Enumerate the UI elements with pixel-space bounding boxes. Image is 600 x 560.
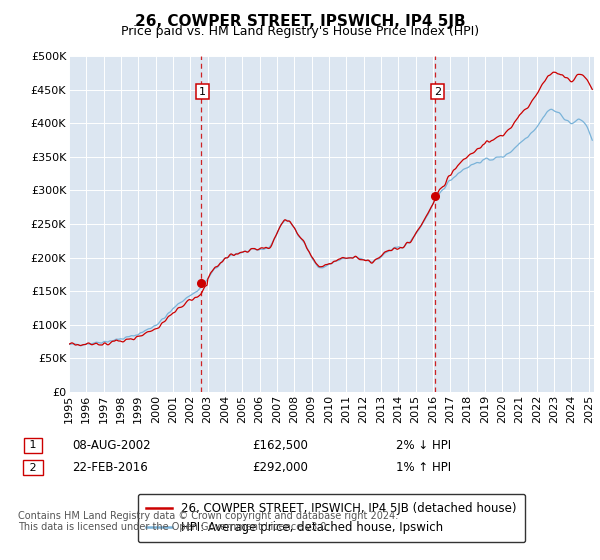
Text: 1: 1 xyxy=(199,87,206,97)
Text: 2% ↓ HPI: 2% ↓ HPI xyxy=(396,438,451,452)
Text: 2: 2 xyxy=(434,87,441,97)
Text: 2: 2 xyxy=(26,463,40,473)
Text: £162,500: £162,500 xyxy=(252,438,308,452)
Text: £292,000: £292,000 xyxy=(252,461,308,474)
Text: 1: 1 xyxy=(26,440,40,450)
Legend: 26, COWPER STREET, IPSWICH, IP4 5JB (detached house), HPI: Average price, detach: 26, COWPER STREET, IPSWICH, IP4 5JB (det… xyxy=(138,494,525,542)
Text: 22-FEB-2016: 22-FEB-2016 xyxy=(72,461,148,474)
Text: 1% ↑ HPI: 1% ↑ HPI xyxy=(396,461,451,474)
Text: 08-AUG-2002: 08-AUG-2002 xyxy=(72,438,151,452)
Text: Contains HM Land Registry data © Crown copyright and database right 2024.
This d: Contains HM Land Registry data © Crown c… xyxy=(18,511,398,533)
Text: 26, COWPER STREET, IPSWICH, IP4 5JB: 26, COWPER STREET, IPSWICH, IP4 5JB xyxy=(134,14,466,29)
Text: Price paid vs. HM Land Registry's House Price Index (HPI): Price paid vs. HM Land Registry's House … xyxy=(121,25,479,38)
